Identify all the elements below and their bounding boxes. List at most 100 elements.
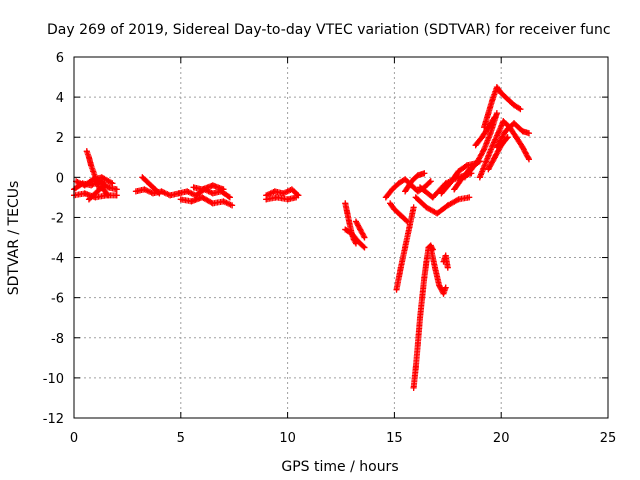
- data-point: [455, 196, 462, 203]
- data-point: [361, 244, 368, 251]
- data-point: [493, 110, 500, 117]
- data-point: [402, 188, 409, 195]
- data-point: [489, 96, 496, 103]
- data-point: [427, 178, 434, 185]
- data-point: [461, 174, 468, 181]
- data-point: [474, 158, 481, 165]
- data-point: [485, 166, 492, 173]
- data-point: [346, 220, 353, 227]
- plot-frame: [73, 56, 609, 419]
- data-point: [352, 218, 359, 225]
- data-point: [209, 190, 216, 197]
- data-point: [220, 186, 227, 193]
- data-point: [350, 236, 357, 243]
- data-point: [489, 142, 496, 149]
- x-tick-label: 25: [600, 431, 617, 446]
- data-point: [506, 124, 513, 131]
- data-point: [83, 148, 90, 155]
- data-point: [410, 204, 417, 211]
- data-point: [402, 244, 409, 251]
- x-axis-label: GPS time / hours: [281, 459, 398, 475]
- data-point: [440, 258, 447, 265]
- data-point: [143, 178, 150, 185]
- data-point: [280, 190, 287, 197]
- data-point: [105, 192, 112, 199]
- data-point: [389, 186, 396, 193]
- data-point: [344, 210, 351, 217]
- x-tick-label: 10: [279, 431, 296, 446]
- x-tick-label: 20: [493, 431, 510, 446]
- data-point: [511, 120, 518, 127]
- data-point: [502, 128, 509, 135]
- data-points: [71, 84, 532, 391]
- data-point: [199, 194, 206, 201]
- data-point: [472, 142, 479, 149]
- data-point: [414, 340, 421, 347]
- data-point: [502, 94, 509, 101]
- grid-lines: [74, 57, 608, 418]
- data-point: [90, 168, 97, 175]
- data-point: [451, 186, 458, 193]
- data-point: [410, 384, 417, 391]
- data-point: [147, 182, 154, 189]
- data-point: [357, 226, 364, 233]
- data-point: [442, 252, 449, 259]
- y-tick-label: -10: [43, 372, 64, 387]
- data-point: [464, 162, 471, 169]
- data-point: [156, 190, 163, 197]
- data-point: [382, 194, 389, 201]
- data-point: [88, 162, 95, 169]
- data-point: [498, 90, 505, 97]
- data-point: [288, 186, 295, 193]
- data-point: [423, 258, 430, 265]
- data-point: [150, 190, 157, 197]
- data-point: [485, 110, 492, 117]
- data-point: [85, 154, 92, 161]
- data-point: [476, 174, 483, 181]
- data-point: [175, 190, 182, 197]
- axis-ticks: [73, 56, 609, 419]
- data-point: [414, 172, 421, 179]
- data-point: [466, 194, 473, 201]
- data-point: [393, 286, 400, 293]
- data-point: [199, 186, 206, 193]
- data-point: [455, 168, 462, 175]
- data-point: [92, 190, 99, 197]
- data-point: [498, 142, 505, 149]
- y-tick-label: -8: [51, 332, 64, 347]
- data-point: [342, 226, 349, 233]
- data-point: [139, 174, 146, 181]
- data-point: [273, 194, 280, 201]
- data-point: [271, 188, 278, 195]
- data-point: [391, 206, 398, 213]
- y-tick-label: -6: [51, 292, 64, 307]
- data-point: [342, 200, 349, 207]
- y-tick-label: -2: [51, 211, 64, 226]
- data-point: [481, 146, 488, 153]
- data-point: [504, 134, 511, 141]
- data-point: [525, 156, 532, 163]
- data-point: [417, 184, 424, 191]
- data-point: [513, 134, 520, 141]
- data-point: [525, 130, 532, 137]
- data-point: [141, 186, 148, 193]
- x-tick-label: 15: [386, 431, 403, 446]
- data-point: [436, 282, 443, 289]
- data-point: [284, 196, 291, 203]
- data-point: [483, 158, 490, 165]
- data-point: [493, 144, 500, 151]
- data-point: [491, 154, 498, 161]
- data-point: [188, 198, 195, 205]
- data-point: [468, 166, 475, 173]
- y-tick-label: 4: [56, 91, 64, 106]
- data-point: [395, 180, 402, 187]
- data-point: [177, 196, 184, 203]
- data-point: [478, 134, 485, 141]
- data-point: [190, 184, 197, 191]
- data-point: [423, 204, 430, 211]
- data-point: [421, 274, 428, 281]
- data-point: [493, 84, 500, 91]
- scatter-markers: [71, 84, 532, 391]
